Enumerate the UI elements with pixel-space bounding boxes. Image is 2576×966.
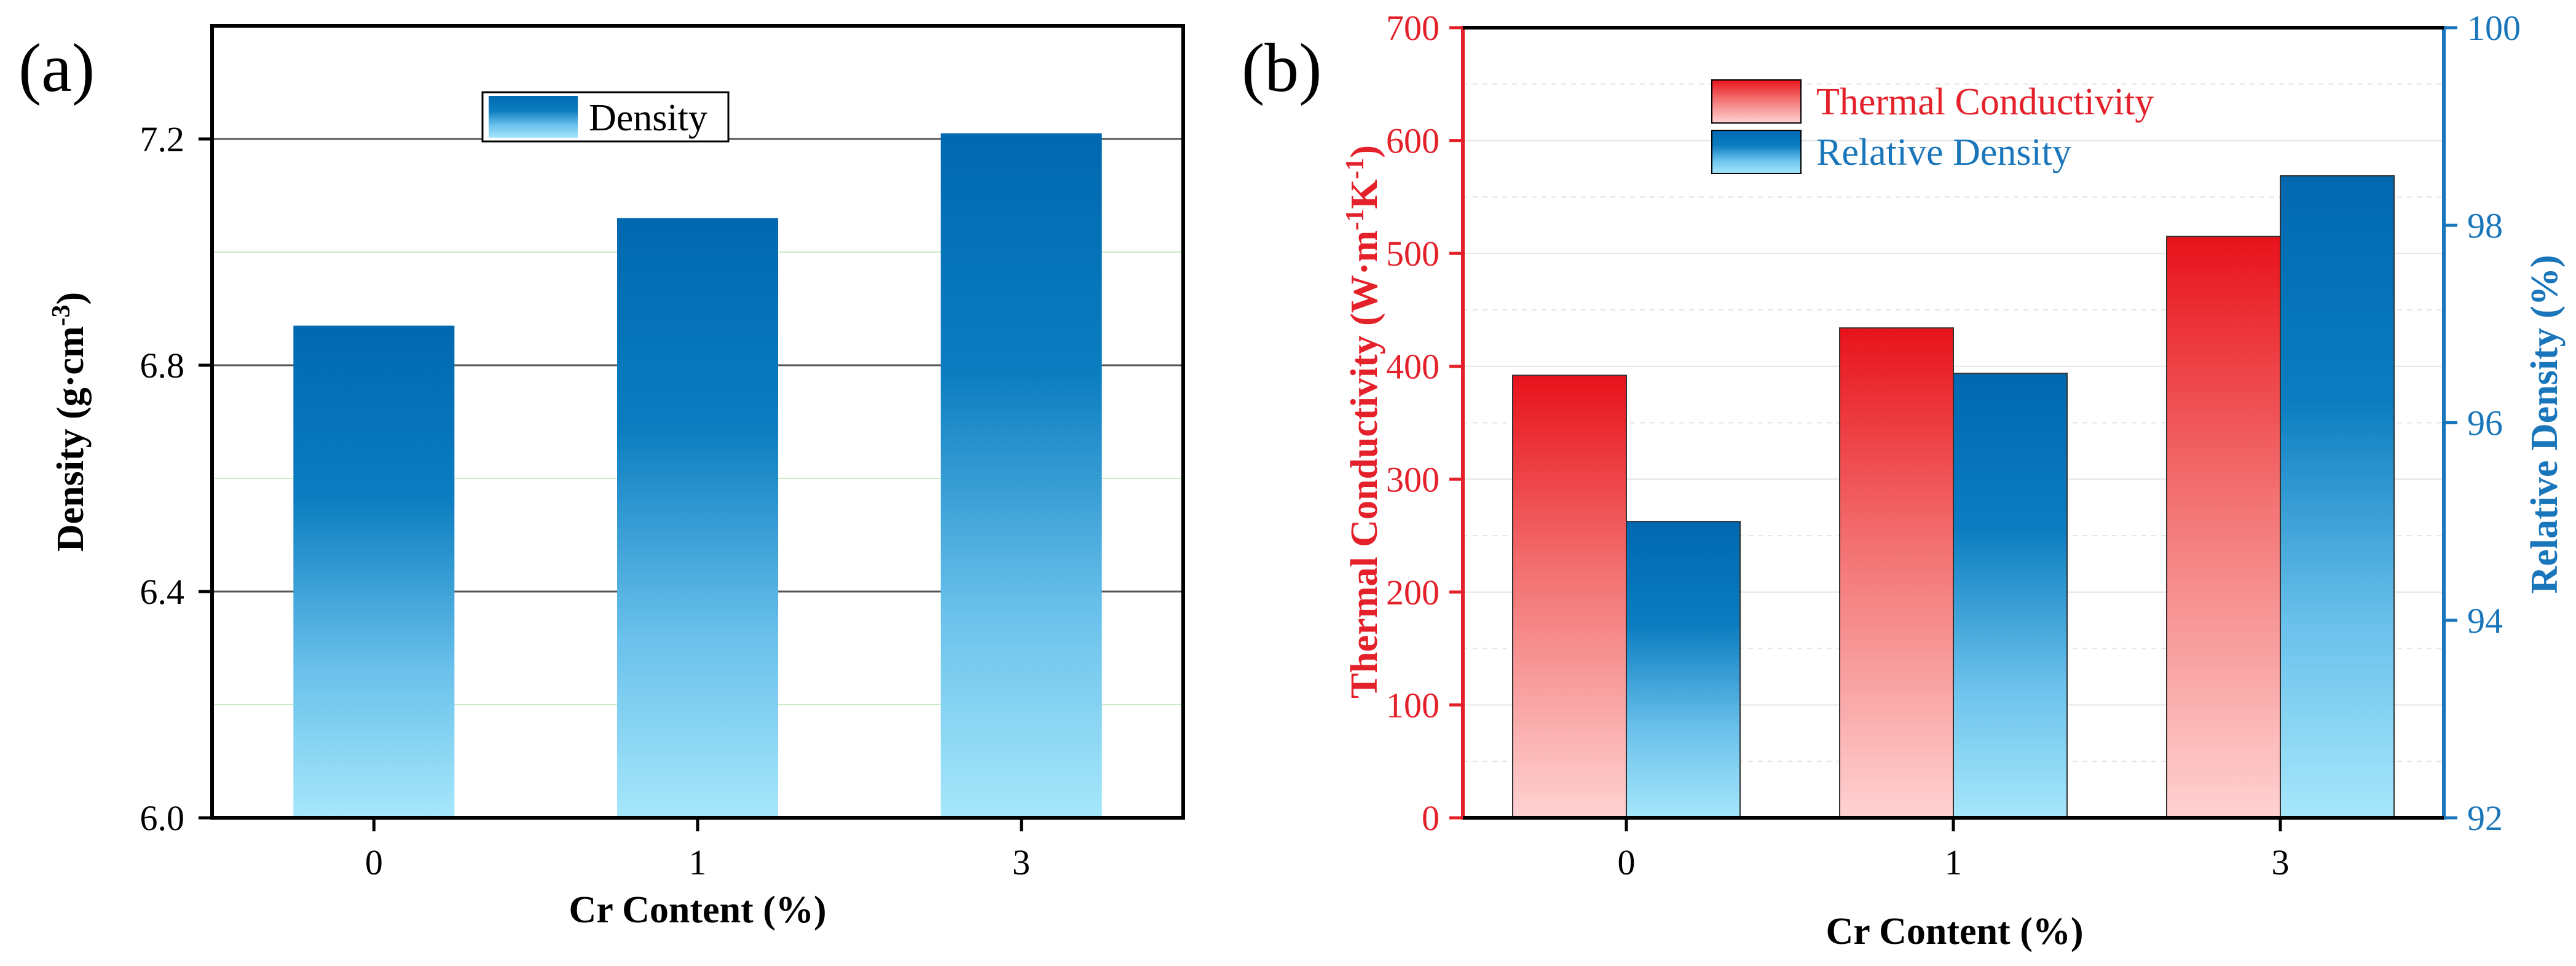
panel-b-legend-swatch-relative-density — [1711, 130, 1802, 174]
panel-a-bar-density — [617, 218, 778, 818]
panel-a-bars — [293, 133, 1102, 818]
panel-b-bar-thermal-conductivity — [2166, 236, 2281, 819]
panel-b-legend-label-thermal-conductivity: Thermal Conductivity — [1816, 81, 2154, 123]
panel-a-x-axis-title: Cr Content (%) — [569, 889, 826, 931]
panel-b-right-y-tick-label: 92 — [2467, 798, 2503, 838]
panel-b-left-y-axis-title: Thermal Conductivity (W·m-1K-1) — [1341, 145, 1385, 699]
panel-a-x-tick-label: 3 — [1012, 842, 1030, 882]
panel-a-y-tick-label: 6.0 — [140, 798, 185, 838]
panel-b-left-y-tick-label: 200 — [1386, 572, 1440, 612]
panel-b-x-tick-label: 0 — [1618, 842, 1636, 882]
panel-a-legend: Density — [481, 91, 730, 143]
panel-a-x-tick-label: 0 — [365, 842, 383, 882]
panel-b-bar-relative-density — [1953, 373, 2068, 818]
panel-a-x-ticks: 0 1 3 — [365, 818, 1030, 882]
panel-a-y-ticks: 6.0 6.4 6.8 7.2 — [140, 119, 212, 838]
panel-a-y-tick-label: 7.2 — [140, 119, 185, 159]
panel-b-right-y-ticks: 92 94 96 98 100 — [2444, 8, 2521, 838]
panel-a-label: (a) — [18, 30, 95, 106]
panel-a-bar-density — [940, 133, 1102, 818]
panel-a-legend-label-density: Density — [589, 97, 707, 139]
panel-b-right-y-tick-label: 100 — [2467, 8, 2521, 48]
panel-b-label: (b) — [1242, 30, 1322, 106]
panel-b-left-y-tick-label: 300 — [1386, 459, 1440, 499]
panel-b-bar-thermal-conductivity — [1839, 327, 1954, 818]
panel-a-y-tick-label: 6.4 — [140, 572, 185, 612]
panel-b-left-y-tick-label: 600 — [1386, 121, 1440, 161]
panel-b-right-y-axis-title: Relative Density (%) — [2524, 255, 2566, 594]
panel-a-bar-density — [293, 325, 455, 818]
panel-b-left-y-tick-label: 400 — [1386, 347, 1440, 387]
panel-b-x-tick-label: 1 — [1945, 842, 1963, 882]
panel-b-x-axis-title: Cr Content (%) — [1826, 911, 2083, 952]
panel-a-y-axis-title: Density (g·cm-3) — [47, 292, 92, 552]
panel-a: (a) 6.0 6.4 6.8 7.2 0 1 3 Density Cr Content … — [18, 24, 1185, 931]
panel-b-right-y-tick-label: 94 — [2467, 601, 2503, 641]
panel-b-right-y-tick-label: 98 — [2467, 205, 2503, 245]
panel-b-x-ticks: 0 1 3 — [1618, 818, 2290, 882]
panel-a-y-tick-label: 6.8 — [140, 346, 185, 386]
panel-b-left-y-ticks: 0 100 200 300 400 500 600 700 — [1386, 8, 1463, 838]
panel-b-left-y-tick-label: 500 — [1386, 234, 1440, 274]
panel-b-left-y-tick-label: 700 — [1386, 8, 1440, 48]
panel-b-bar-relative-density — [1626, 521, 1741, 818]
panel-b-bar-thermal-conductivity — [1512, 374, 1627, 818]
panel-b-legend: Thermal Conductivity Relative Density — [1711, 79, 2154, 174]
panel-b-bar-relative-density — [2280, 175, 2395, 818]
panel-b-legend-swatch-thermal-conductivity — [1711, 79, 1802, 124]
panel-b-right-y-tick-label: 96 — [2467, 403, 2503, 443]
panel-b-left-y-tick-label: 0 — [1422, 798, 1440, 838]
panel-a-x-tick-label: 1 — [689, 842, 707, 882]
panel-b-x-tick-label: 3 — [2272, 842, 2290, 882]
panel-b-legend-label-relative-density: Relative Density — [1816, 132, 2071, 173]
panel-b-left-y-tick-label: 100 — [1386, 685, 1440, 725]
panel-a-legend-swatch-density — [489, 96, 578, 138]
panel-b: (b) 0 100 200 300 400 500 600 700 92 94 96 98 100 0… — [1242, 8, 2566, 952]
panel-b-bars — [1512, 175, 2395, 819]
